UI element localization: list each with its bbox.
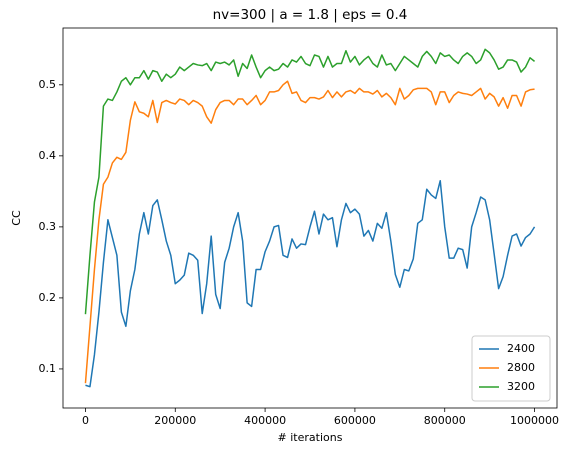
series-line <box>84 48 536 315</box>
x-tick-label: 800000 <box>424 414 466 427</box>
x-axis-label: # iterations <box>278 431 343 444</box>
series-line <box>85 179 536 388</box>
x-tick-label: 1000000 <box>510 414 559 427</box>
y-tick-label: 0.5 <box>39 78 57 91</box>
series-line <box>84 80 535 384</box>
y-tick-label: 0.2 <box>39 291 57 304</box>
legend-box <box>471 335 551 402</box>
legend-label: 2800 <box>507 361 535 374</box>
y-tick-label: 0.1 <box>39 362 57 375</box>
legend-label: 2400 <box>507 342 535 355</box>
y-tick-label: 0.4 <box>39 149 57 162</box>
y-tick-label: 0.3 <box>39 220 57 233</box>
legend: 2400 2800 3200 <box>471 335 551 402</box>
chart-title: nv=300 | a = 1.8 | eps = 0.4 <box>213 7 408 23</box>
y-axis-label: CC <box>10 210 23 226</box>
x-tick-label: 400000 <box>244 414 286 427</box>
x-tick-label: 0 <box>82 414 89 427</box>
plot-frame <box>62 27 558 409</box>
legend-label: 3200 <box>507 380 535 393</box>
x-tick-label: 200000 <box>154 414 196 427</box>
x-tick-label: 600000 <box>334 414 376 427</box>
